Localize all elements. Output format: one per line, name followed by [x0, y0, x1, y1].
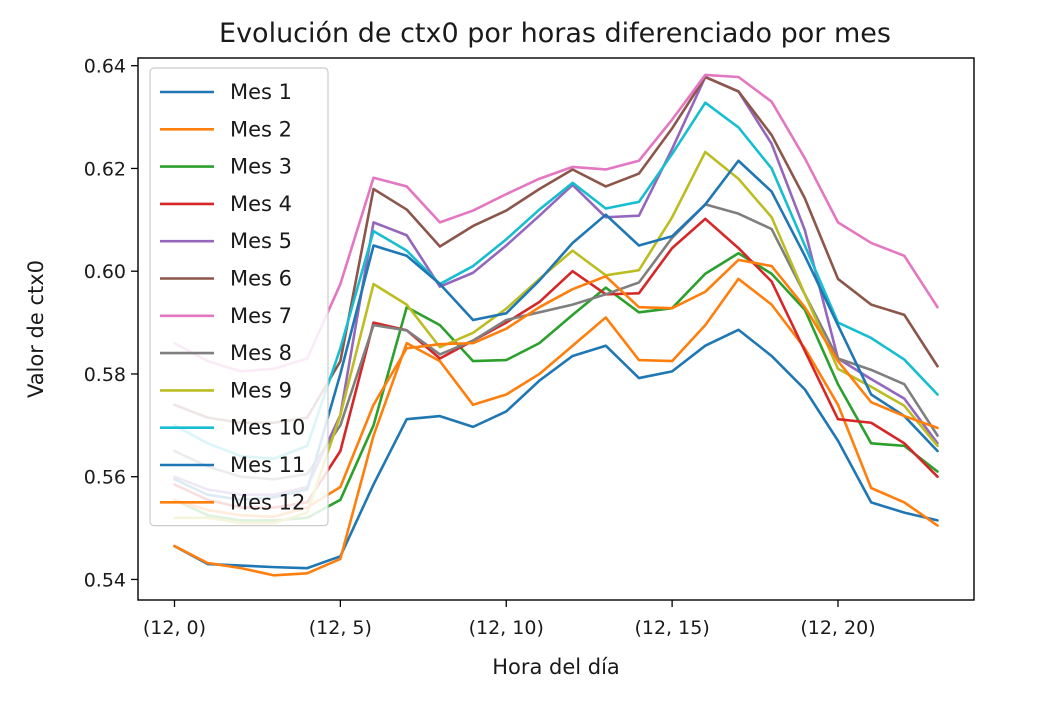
- legend-box: [149, 67, 329, 527]
- y-tick-label: 0.60: [84, 261, 126, 283]
- x-axis-label: Hora del día: [492, 655, 620, 679]
- x-axis-ticks: (12, 0) (12, 5) (12, 10) (12, 15) (12, 20): [143, 600, 876, 639]
- x-tick-label: (12, 15): [634, 617, 709, 639]
- legend-label: Mes 7: [230, 304, 292, 328]
- legend: Mes 1 Mes 2 Mes 3 Mes 4 Mes 5 Mes 6 Mes 7 Mes 8…: [149, 67, 329, 527]
- x-tick-label: (12, 10): [469, 617, 544, 639]
- series-line-mes-1: [173, 328, 939, 570]
- y-tick-label: 0.58: [84, 364, 126, 386]
- x-tick-label: (12, 0): [143, 617, 206, 639]
- y-tick-label: 0.54: [84, 569, 126, 591]
- legend-label: Mes 9: [230, 378, 292, 402]
- legend-label: Mes 5: [230, 229, 292, 253]
- legend-label: Mes 8: [230, 341, 292, 365]
- legend-label: Mes 4: [230, 192, 292, 216]
- y-tick-label: 0.56: [84, 467, 126, 489]
- series-line-mes-2: [173, 277, 939, 577]
- y-axis-label: Valor de ctx0: [24, 260, 48, 398]
- legend-label: Mes 6: [230, 267, 292, 291]
- x-tick-label: (12, 5): [309, 617, 372, 639]
- legend-label: Mes 12: [230, 490, 305, 514]
- y-tick-label: 0.62: [84, 158, 126, 180]
- legend-label: Mes 1: [230, 80, 292, 104]
- legend-label: Mes 2: [230, 117, 292, 141]
- y-axis-ticks: 0.54 0.56 0.58 0.60 0.62 0.64: [84, 56, 138, 591]
- x-tick-label: (12, 20): [800, 617, 875, 639]
- plot-frame: [137, 57, 975, 601]
- chart-title: Evolución de ctx0 por horas diferenciado…: [219, 18, 891, 49]
- legend-label: Mes 3: [230, 155, 292, 179]
- y-tick-label: 0.64: [84, 56, 126, 78]
- legend-label: Mes 10: [230, 416, 305, 440]
- legend-label: Mes 11: [230, 453, 305, 477]
